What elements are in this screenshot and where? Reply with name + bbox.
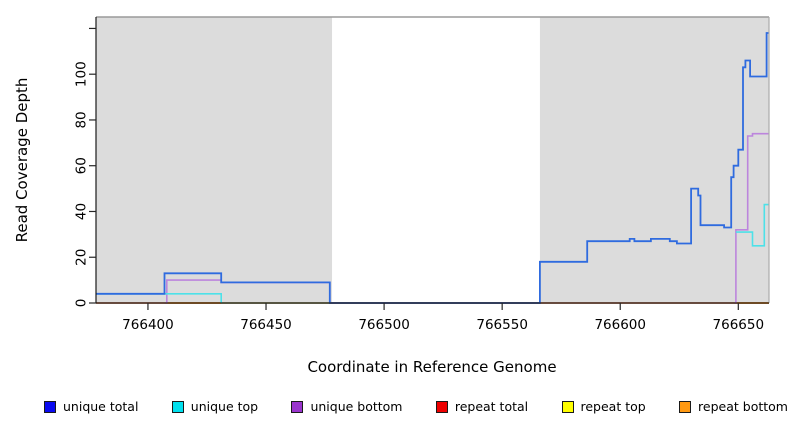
x-tick-label: 766400 (122, 317, 174, 333)
middle-white-gap (332, 17, 540, 303)
y-tick-label: 20 (74, 249, 90, 266)
legend-label: unique top (190, 399, 259, 414)
x-tick-label: 766550 (476, 317, 528, 333)
legend-item-unique-total: unique total (44, 399, 138, 414)
legend-swatch-icon (44, 400, 56, 413)
x-tick-label: 766600 (594, 317, 646, 333)
plot-area-svg: 766400 766450 766500 766550 766600 766650 0 20 4… (74, 16, 770, 333)
legend-item-repeat-top: repeat top (561, 399, 646, 414)
legend-label: repeat top (580, 399, 646, 414)
legend-swatch-icon (435, 400, 448, 413)
legend-label: unique bottom (310, 399, 403, 414)
series-unique-bottom (733, 132, 769, 304)
legend-item-unique-bottom: unique bottom (291, 399, 403, 414)
right-gray-region (539, 17, 769, 303)
left-gray-region (96, 17, 333, 303)
y-axis-title: Read Coverage Depth (13, 77, 31, 243)
series-unique-total (96, 32, 769, 304)
y-tick-label: 100 (74, 61, 90, 87)
legend-label: repeat bottom (698, 399, 788, 414)
x-tick-label: 766450 (240, 317, 292, 333)
series-unique-top (735, 203, 769, 247)
x-axis-title: Coordinate in Reference Genome (307, 358, 557, 376)
legend-label: unique total (63, 399, 139, 414)
x-tick-label: 766650 (713, 317, 765, 333)
legend-item-repeat-total: repeat total (435, 399, 529, 414)
legend-item-repeat-bottom: repeat bottom (679, 399, 788, 414)
y-tick-label: 40 (74, 203, 90, 220)
legend-swatch-icon (171, 400, 184, 413)
legend-swatch-icon (679, 400, 692, 413)
y-tick-label: 60 (74, 157, 90, 174)
legend-item-unique-top: unique top (171, 399, 259, 414)
legend-label: repeat total (454, 399, 529, 414)
x-tick-label: 766500 (358, 317, 410, 333)
y-tick-label: 0 (74, 299, 90, 308)
legend-swatch-icon (291, 400, 304, 413)
y-tick-label: 80 (74, 111, 90, 128)
legend-swatch-icon (561, 400, 574, 413)
legend: unique total unique top unique bottom repea… (44, 399, 788, 414)
